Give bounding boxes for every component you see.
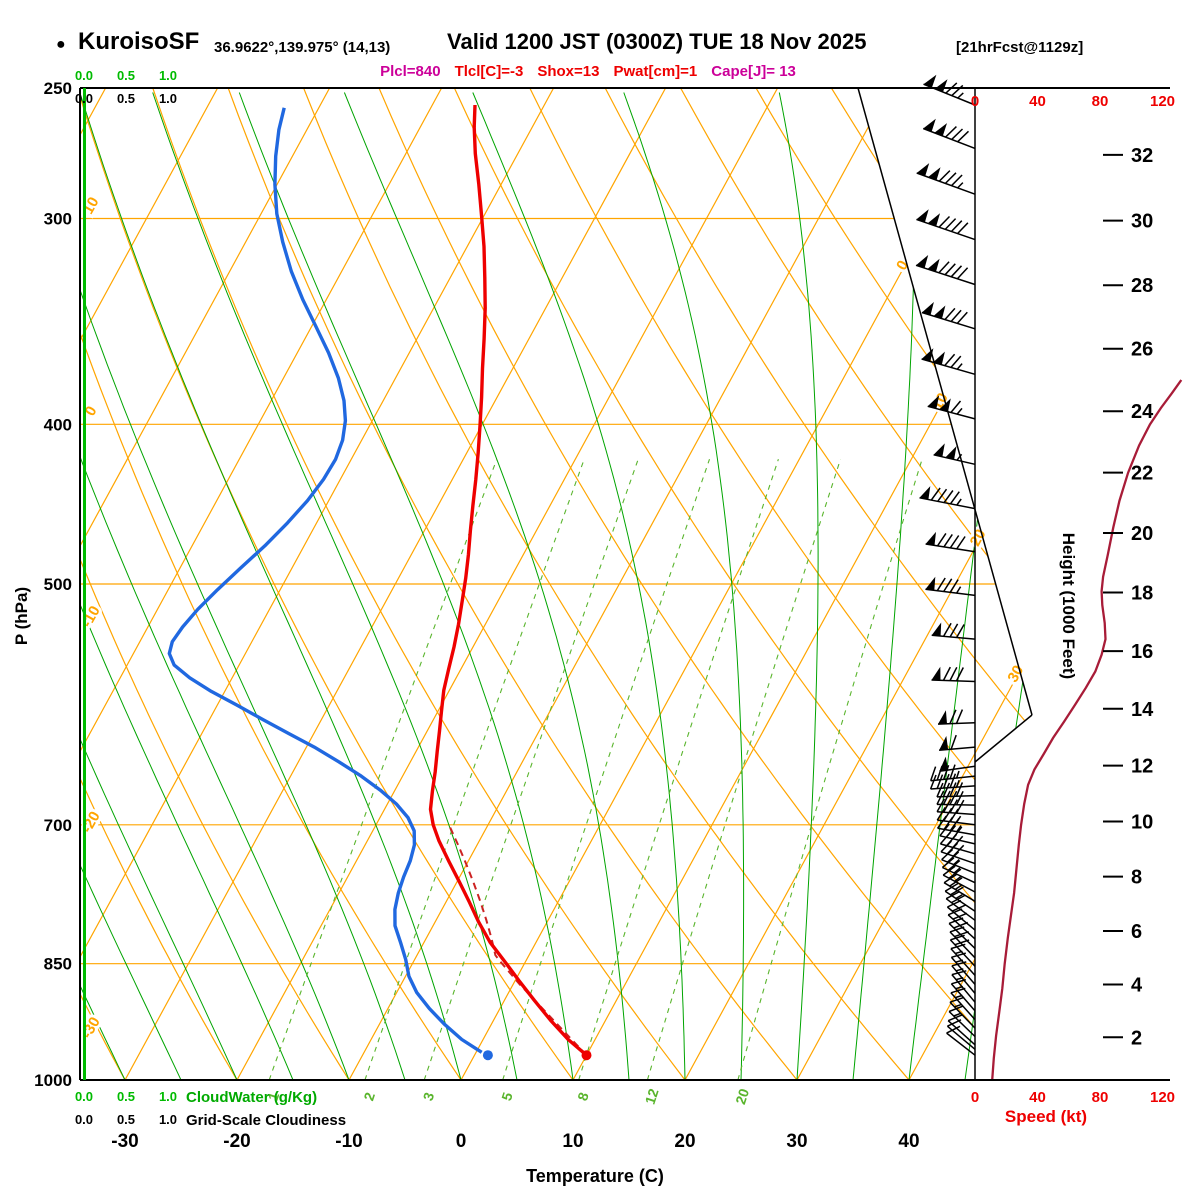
svg-text:0.5: 0.5 — [117, 1112, 135, 1127]
svg-text:0: 0 — [456, 1131, 467, 1152]
svg-text:40: 40 — [1029, 93, 1046, 110]
svg-text:5: 5 — [498, 1090, 516, 1103]
svg-text:4: 4 — [1131, 975, 1143, 997]
cloudiness-axis-label: Grid-Scale Cloudiness — [186, 1112, 347, 1129]
svg-text:8: 8 — [1131, 867, 1142, 889]
svg-text:2: 2 — [1131, 1027, 1142, 1049]
svg-text:400: 400 — [44, 415, 72, 434]
svg-text:250: 250 — [44, 79, 72, 98]
grid-lines — [80, 88, 1032, 1080]
svg-text:40: 40 — [898, 1131, 919, 1152]
svg-text:-20: -20 — [223, 1131, 250, 1152]
stability-params: Plcl=840 Tlcl[C]=-3 Shox=13 Pwat[cm]=1 Cape[… — [80, 63, 1110, 80]
svg-text:30: 30 — [1004, 662, 1027, 685]
svg-text:300: 300 — [44, 210, 72, 229]
svg-text:-30: -30 — [111, 1131, 138, 1152]
svg-text:1.0: 1.0 — [159, 1112, 177, 1127]
svg-text:28: 28 — [1131, 275, 1153, 297]
svg-text:0: 0 — [971, 93, 979, 110]
svg-text:12: 12 — [1131, 756, 1153, 778]
svg-text:20: 20 — [732, 1086, 752, 1106]
temperature-curve — [428, 104, 592, 1061]
svg-text:10: 10 — [1131, 812, 1153, 834]
speed-axis-title: Speed (kt) — [1004, 1107, 1088, 1126]
svg-text:120: 120 — [1150, 93, 1175, 110]
stability-param-0: Plcl=840 — [380, 63, 441, 80]
svg-text:6: 6 — [1131, 921, 1142, 943]
svg-text:30: 30 — [1131, 211, 1153, 233]
svg-text:12: 12 — [642, 1086, 662, 1106]
height-axis-title: Height (1000 Feet) — [1059, 532, 1078, 680]
pressure-axis-title: P (hPa) — [12, 586, 31, 646]
svg-text:14: 14 — [1131, 699, 1154, 721]
svg-text:0.0: 0.0 — [75, 91, 93, 106]
dewpoint-curve — [167, 107, 493, 1061]
svg-text:1000: 1000 — [34, 1071, 72, 1090]
wind-barbs — [915, 74, 976, 1056]
svg-text:16: 16 — [1131, 641, 1153, 663]
svg-text:40: 40 — [1029, 1089, 1046, 1106]
svg-text:0: 0 — [971, 1089, 979, 1106]
svg-text:80: 80 — [1092, 93, 1109, 110]
station-coords: 36.9622°,139.975° (14,13) — [214, 39, 391, 56]
svg-text:32: 32 — [1131, 145, 1153, 167]
svg-text:20: 20 — [1131, 523, 1153, 545]
svg-text:0.0: 0.0 — [75, 68, 93, 83]
svg-text:-20: -20 — [78, 809, 103, 836]
svg-text:20: 20 — [674, 1131, 695, 1152]
svg-text:8: 8 — [574, 1090, 592, 1103]
svg-text:120: 120 — [1150, 1089, 1175, 1106]
svg-text:500: 500 — [44, 575, 72, 594]
stability-param-3: Pwat[cm]=1 — [613, 63, 698, 80]
stability-param-2: Shox=13 — [537, 63, 600, 80]
svg-text:24: 24 — [1131, 401, 1154, 423]
svg-text:850: 850 — [44, 955, 72, 974]
stability-param-4: Cape[J]= 13 — [711, 63, 796, 80]
temperature-axis-title: Temperature (C) — [526, 1166, 664, 1186]
svg-text:3: 3 — [420, 1090, 438, 1103]
axes-frame — [79, 87, 1170, 1081]
svg-text:0.5: 0.5 — [117, 1089, 135, 1104]
svg-text:1.0: 1.0 — [159, 68, 177, 83]
valid-time: Valid 1200 JST (0300Z) TUE 18 Nov 2025 — [447, 29, 867, 54]
svg-text:1.0: 1.0 — [159, 91, 177, 106]
svg-text:80: 80 — [1092, 1089, 1109, 1106]
svg-text:20: 20 — [967, 526, 990, 549]
svg-text:10: 10 — [562, 1131, 583, 1152]
svg-text:700: 700 — [44, 816, 72, 835]
svg-text:0.0: 0.0 — [75, 1112, 93, 1127]
svg-text:2: 2 — [360, 1090, 378, 1103]
svg-text:18: 18 — [1131, 583, 1153, 605]
mixing-ratio-labels: 1 2 3 5 8 12 20 — [262, 1084, 755, 1109]
forecast-info: [21hrFcst@1129z] — [956, 39, 1084, 56]
surface-dewpoint-dot — [482, 1050, 493, 1061]
svg-text:-30: -30 — [78, 1014, 103, 1041]
cloudwater-axis-label: CloudWater (g/Kg) — [186, 1089, 318, 1106]
svg-text:0.5: 0.5 — [117, 91, 135, 106]
surface-temp-dot — [581, 1050, 592, 1061]
svg-text:22: 22 — [1131, 463, 1153, 485]
stability-param-1: Tlcl[C]=-3 — [454, 63, 524, 80]
svg-text:0.0: 0.0 — [75, 1089, 93, 1104]
svg-text:0.5: 0.5 — [117, 68, 135, 83]
svg-text:1.0: 1.0 — [159, 1089, 177, 1104]
wind-speed-curve — [991, 379, 1183, 1081]
station-bullet-icon: ● — [56, 36, 66, 53]
station-name: KuroisoSF — [78, 28, 200, 55]
svg-text:26: 26 — [1131, 339, 1153, 361]
svg-text:-10: -10 — [335, 1131, 362, 1152]
svg-text:30: 30 — [786, 1131, 807, 1152]
